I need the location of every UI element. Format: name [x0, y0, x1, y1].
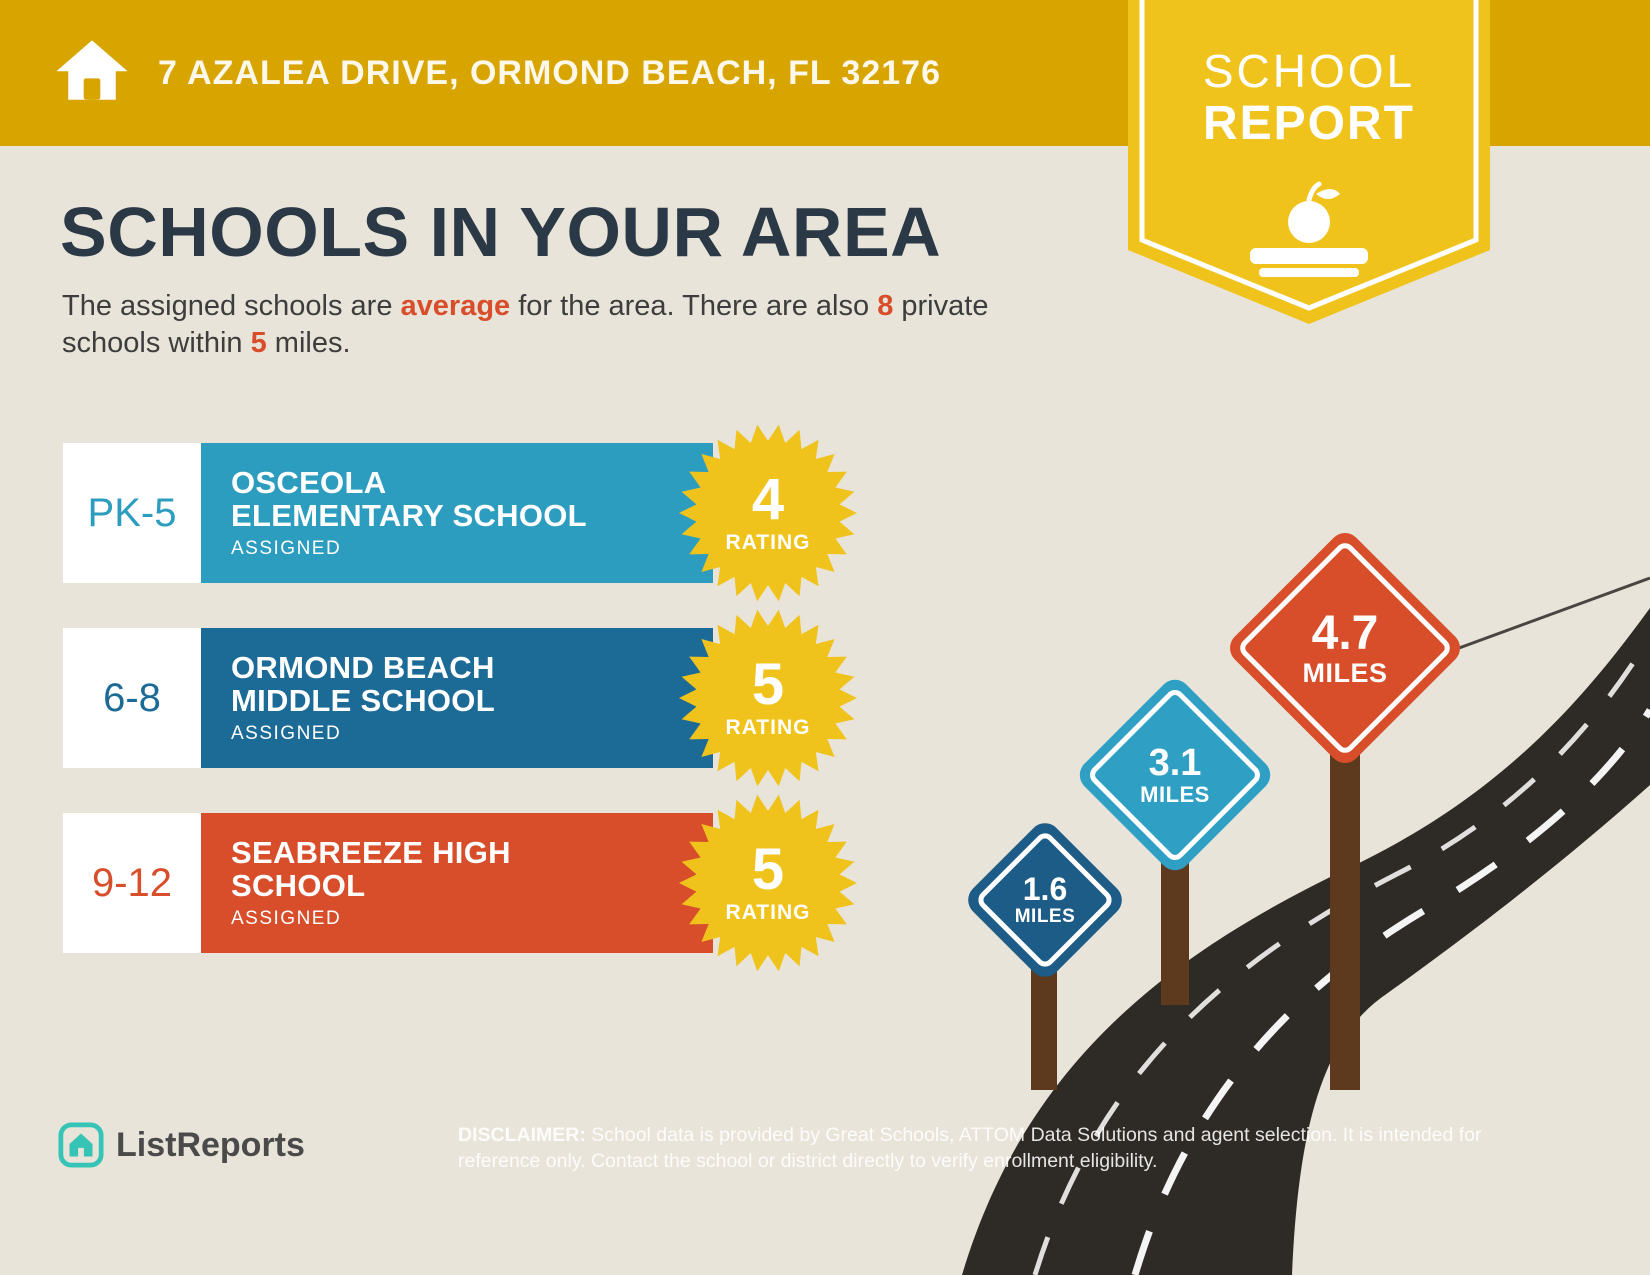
- school-bar: ORMOND BEACH MIDDLE SCHOOL ASSIGNED: [201, 628, 713, 768]
- sign-post: [1031, 960, 1057, 1090]
- rating-value: 4: [751, 467, 785, 532]
- school-name: SEABREEZE HIGH SCHOOL: [231, 834, 511, 903]
- school-row-middle: 6-8 ORMOND BEACH MIDDLE SCHOOL ASSIGNED …: [63, 609, 963, 787]
- school-status: ASSIGNED: [231, 908, 342, 930]
- intro-paragraph: The assigned schools are average for the…: [62, 288, 1072, 361]
- sign-unit: MILES: [1140, 782, 1210, 808]
- disclaimer-text: DISCLAIMER: School data is provided by G…: [458, 1124, 1482, 1173]
- school-bar: SEABREEZE HIGH SCHOOL ASSIGNED: [201, 813, 713, 953]
- home-icon: [56, 40, 128, 100]
- school-report-ribbon: SCHOOL REPORT: [1128, 0, 1490, 334]
- rating-value: 5: [751, 652, 785, 717]
- intro-highlight-miles: 5: [250, 326, 267, 359]
- sign-distance: 3.1: [1148, 741, 1202, 784]
- page-title: SCHOOLS IN YOUR AREA: [60, 193, 942, 271]
- grade-range: PK-5: [63, 443, 201, 583]
- intro-post1: private schools within: [62, 290, 989, 359]
- intro-highlight-count: 8: [877, 290, 894, 322]
- rating-value: 5: [751, 837, 785, 902]
- school-status: ASSIGNED: [231, 538, 342, 560]
- intro-pre: The assigned schools are: [62, 290, 401, 322]
- grade-range: 6-8: [63, 628, 201, 768]
- disclaimer-label: DISCLAIMER:: [458, 1124, 586, 1146]
- rating-label: RATING: [725, 901, 811, 924]
- distance-sign-1-6-miles: 1.6 MILES: [961, 816, 1129, 984]
- brand-name: ListReports: [116, 1125, 305, 1164]
- listreports-logo-icon: [58, 1122, 104, 1168]
- property-address: 7 AZALEA DRIVE, ORMOND BEACH, FL 32176: [158, 53, 941, 92]
- rating-badge: 4 RATING: [679, 424, 857, 602]
- school-row-high: 9-12 SEABREEZE HIGH SCHOOL ASSIGNED 5 RA…: [63, 794, 963, 972]
- school-row-elementary: PK-5 OSCEOLA ELEMENTARY SCHOOL ASSIGNED …: [63, 424, 963, 602]
- rating-badge: 5 RATING: [679, 794, 857, 972]
- sign-distance: 1.6: [1022, 871, 1068, 908]
- distance-sign-3-1-miles: 3.1 MILES: [1073, 673, 1277, 877]
- intro-mid: for the area. There are also: [510, 290, 878, 322]
- rating-label: RATING: [725, 531, 811, 554]
- school-name: ORMOND BEACH MIDDLE SCHOOL: [231, 649, 495, 718]
- sign-distance: 4.7: [1311, 606, 1379, 660]
- grade-range: 9-12: [63, 813, 201, 953]
- sign-unit: MILES: [1302, 658, 1388, 689]
- intro-post2: miles.: [266, 326, 351, 359]
- school-bar: OSCEOLA ELEMENTARY SCHOOL ASSIGNED: [201, 443, 713, 583]
- sign-post: [1330, 750, 1360, 1090]
- ribbon-text-report: REPORT: [1202, 97, 1415, 150]
- sign-post: [1161, 855, 1189, 1005]
- intro-highlight-average: average: [400, 290, 511, 322]
- school-status: ASSIGNED: [231, 723, 342, 745]
- sign-unit: MILES: [1014, 905, 1076, 927]
- rating-label: RATING: [725, 716, 811, 739]
- listreports-brand: ListReports: [58, 1122, 305, 1168]
- distance-sign-4-7-miles: 4.7 MILES: [1223, 526, 1467, 770]
- ribbon-text-school: SCHOOL: [1202, 45, 1416, 97]
- rating-badge: 5 RATING: [679, 609, 857, 787]
- school-name: OSCEOLA ELEMENTARY SCHOOL: [231, 464, 587, 533]
- apple-book-icon: [1250, 181, 1368, 277]
- ribbon-shape: [1128, 0, 1490, 324]
- road-graphic: [962, 576, 1650, 1275]
